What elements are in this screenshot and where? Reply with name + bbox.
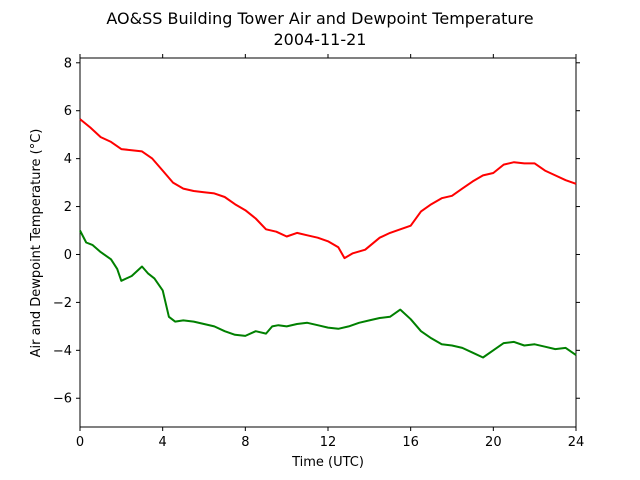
y-tick-label: 0 [64, 248, 72, 263]
y-tick-label: −4 [53, 344, 72, 359]
chart-subtitle: 2004-11-21 [274, 30, 367, 49]
x-tick-label: 16 [402, 435, 419, 450]
x-tick-label: 12 [320, 435, 337, 450]
x-tick-label: 8 [241, 435, 249, 450]
y-tick-label: −2 [53, 296, 72, 311]
y-tick-label: −6 [53, 392, 72, 407]
plot-area [79, 57, 577, 428]
y-tick-label: 4 [64, 152, 72, 167]
series-layer [79, 118, 577, 359]
x-tick-label: 4 [159, 435, 167, 450]
x-tick-label: 24 [568, 435, 585, 450]
series-line-1 [79, 118, 577, 260]
x-tick-label: 20 [485, 435, 502, 450]
chart-title: AO&SS Building Tower Air and Dewpoint Te… [106, 9, 533, 28]
series-line-2 [79, 230, 577, 359]
y-axis-label: Air and Dewpoint Temperature (°C) [29, 129, 44, 358]
x-tick-label: 0 [76, 435, 84, 450]
y-tick-label: 6 [64, 104, 72, 119]
y-tick-label: 8 [64, 56, 72, 71]
x-axis-label: Time (UTC) [291, 455, 364, 470]
plot-frame [79, 57, 577, 428]
y-tick-label: 2 [64, 200, 72, 215]
